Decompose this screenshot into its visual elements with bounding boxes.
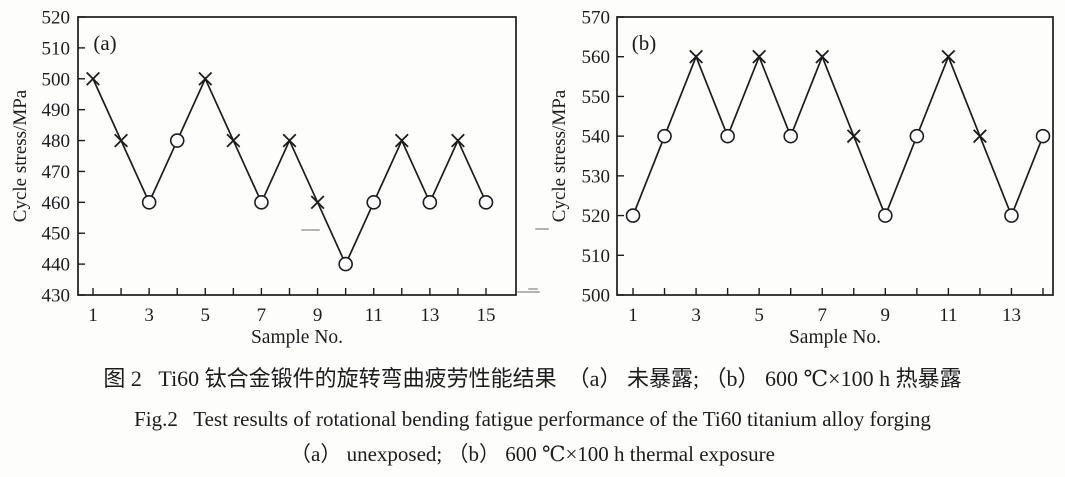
y-tick-label: 570 — [582, 8, 611, 29]
x-tick-label: 5 — [201, 305, 211, 326]
data-point-x-marker — [689, 49, 704, 64]
y-tick-label: 440 — [42, 255, 71, 276]
data-point-x-marker — [972, 129, 987, 144]
x-tick-label: 9 — [313, 305, 323, 326]
data-point-x-marker — [198, 71, 213, 86]
y-tick-label: 510 — [582, 246, 611, 267]
x-tick-label: 11 — [365, 305, 383, 326]
caption-english-sub: （a） unexposed; （b） 600 ℃×100 h thermal e… — [290, 442, 775, 466]
data-point-x-marker — [846, 129, 861, 144]
scan-artifact — [528, 288, 538, 290]
panel-label: (a) — [93, 31, 116, 55]
data-point-circle-marker — [878, 208, 893, 223]
data-point-x-marker — [226, 133, 241, 148]
y-tick-label: 560 — [582, 47, 611, 68]
y-tick-label: 480 — [42, 131, 71, 152]
y-tick-label: 520 — [42, 8, 71, 29]
scan-artifact — [517, 291, 540, 293]
y-tick-label: 490 — [42, 100, 71, 121]
data-point-x-marker — [394, 133, 409, 148]
y-tick-label: 550 — [582, 87, 611, 108]
data-point-circle-marker — [338, 256, 353, 272]
data-point-x-marker — [450, 133, 465, 148]
data-line — [632, 54, 1044, 218]
y-tick-label: 430 — [42, 286, 71, 307]
data-point-circle-marker — [141, 195, 157, 210]
data-point-x-marker — [752, 49, 767, 64]
x-tick-label: 7 — [817, 305, 827, 326]
data-point-circle-marker — [625, 208, 641, 223]
data-point-circle-marker — [657, 128, 672, 144]
x-tick-label: 7 — [257, 305, 267, 326]
x-tick-label: 13 — [420, 305, 439, 326]
y-axis-title: Cycle stress/MPa — [10, 89, 31, 222]
y-tick-label: 520 — [582, 206, 611, 227]
y-axis-title: Cycle stress/MPa — [549, 89, 570, 222]
data-point-circle-marker — [169, 133, 185, 148]
data-point-circle-marker — [1035, 128, 1051, 144]
data-point-circle-marker — [254, 195, 269, 210]
data-point-circle-marker — [366, 195, 382, 210]
x-tick-label: 13 — [1002, 305, 1021, 326]
x-tick-label: 15 — [477, 305, 496, 326]
y-tick-label: 500 — [42, 69, 71, 90]
panel-label: (b) — [632, 31, 657, 55]
data-line — [92, 76, 487, 267]
y-tick-label: 510 — [42, 38, 71, 59]
data-point-circle-marker — [422, 195, 438, 210]
data-point-circle-marker — [478, 195, 494, 210]
x-tick-label: 1 — [88, 305, 98, 326]
y-tick-label: 460 — [42, 193, 71, 214]
y-tick-label: 540 — [582, 127, 611, 148]
x-tick-label: 5 — [754, 305, 764, 326]
scan-artifact — [535, 228, 549, 230]
y-tick-label: 470 — [42, 162, 71, 183]
data-point-x-marker — [86, 71, 100, 86]
charts-row: 430 440 450 460 470 480 490 500 510 520 1 3 5 7 9 11 13 1… — [10, 8, 1054, 348]
y-tick-label: 500 — [582, 286, 611, 307]
y-tick-label: 450 — [42, 224, 71, 245]
data-point-circle-marker — [909, 128, 925, 144]
x-tick-label: 9 — [881, 305, 891, 326]
plot-frame — [616, 16, 1054, 296]
x-axis-title: Sample No. — [251, 327, 343, 348]
scan-artifact — [301, 229, 320, 231]
x-tick-label: 3 — [144, 305, 154, 326]
x-tick-label: 11 — [939, 305, 957, 326]
data-point-circle-marker — [720, 128, 735, 144]
data-point-x-marker — [282, 133, 297, 148]
x-tick-label: 3 — [691, 305, 701, 326]
plot-frame — [77, 16, 517, 296]
caption-chinese: 图 2 Ti60 钛合金锻件的旋转弯曲疲劳性能结果 （a） 未暴露; （b） 6… — [103, 366, 962, 391]
figure-caption: 图 2 Ti60 钛合金锻件的旋转弯曲疲劳性能结果 （a） 未暴露; （b） 6… — [0, 364, 1065, 469]
y-tick-label: 530 — [582, 166, 611, 187]
data-point-circle-marker — [1004, 208, 1019, 223]
x-tick-label: 1 — [628, 305, 638, 326]
data-point-x-marker — [114, 133, 129, 148]
x-axis-title: Sample No. — [789, 327, 881, 348]
data-point-x-marker — [815, 49, 830, 64]
data-point-x-marker — [310, 195, 325, 210]
data-point-x-marker — [941, 49, 956, 64]
caption-english-title: Fig.2 Test results of rotational bending… — [134, 407, 931, 431]
data-point-circle-marker — [783, 128, 798, 144]
